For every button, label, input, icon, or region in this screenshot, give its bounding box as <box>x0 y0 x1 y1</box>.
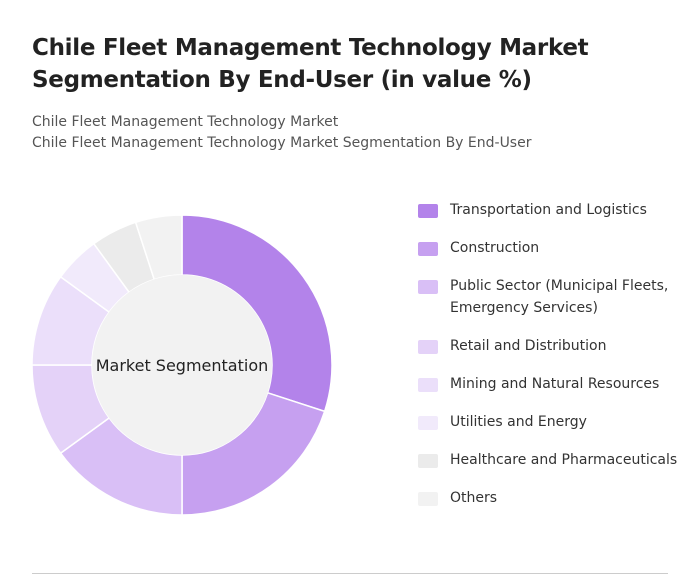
legend-swatch <box>418 454 438 468</box>
legend: Transportation and Logistics Construction… <box>418 199 678 525</box>
legend-item: Utilities and Energy <box>418 411 678 433</box>
legend-label: Retail and Distribution <box>450 338 607 354</box>
legend-item: Others <box>418 487 678 509</box>
legend-item: Public Sector (Municipal Fleets, Emergen… <box>418 275 678 319</box>
legend-label: Construction <box>450 240 540 256</box>
legend-label: Public Sector (Municipal Fleets, Emergen… <box>450 278 669 316</box>
legend-swatch <box>418 492 438 506</box>
legend-swatch <box>418 340 438 354</box>
legend-swatch <box>418 280 438 294</box>
legend-item: Mining and Natural Resources <box>418 373 678 395</box>
legend-swatch <box>418 204 438 218</box>
divider <box>32 573 668 574</box>
legend-label: Transportation and Logistics <box>450 202 647 218</box>
legend-swatch <box>418 242 438 256</box>
subtitle: Chile Fleet Management Technology Market <box>32 114 339 130</box>
legend-label: Utilities and Energy <box>450 414 587 430</box>
chart: Market Segmentation <box>31 214 333 516</box>
legend-item: Healthcare and Pharmaceuticals <box>418 449 678 471</box>
chart-title: Chile Fleet Management Technology Market… <box>32 35 589 93</box>
center-label: Market Segmentation <box>96 356 269 375</box>
legend-item: Transportation and Logistics <box>418 199 678 221</box>
legend-item: Construction <box>418 237 678 259</box>
subtitle: Chile Fleet Management Technology Market… <box>32 135 532 151</box>
donut-center <box>92 275 272 455</box>
legend-label: Mining and Natural Resources <box>450 376 660 392</box>
legend-swatch <box>418 416 438 430</box>
legend-swatch <box>418 378 438 392</box>
legend-item: Retail and Distribution <box>418 335 678 357</box>
subtitles: Chile Fleet Management Technology Market… <box>32 112 531 154</box>
legend-label: Healthcare and Pharmaceuticals <box>450 452 678 468</box>
legend-label: Others <box>450 490 498 506</box>
